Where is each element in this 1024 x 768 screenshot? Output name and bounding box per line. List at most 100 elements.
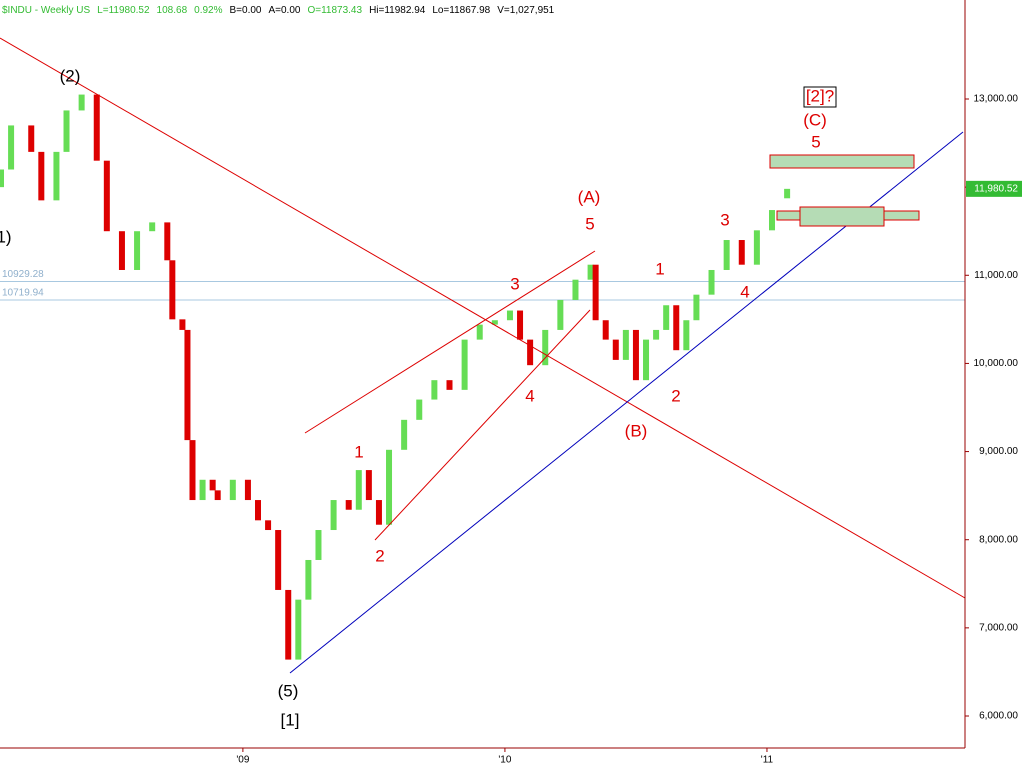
candle: [708, 269, 715, 295]
candle: [653, 329, 660, 340]
candle: [93, 94, 100, 161]
last-price-label: 11,980.52: [974, 183, 1018, 194]
candle: [446, 380, 453, 390]
candle: [401, 419, 408, 450]
wave-label: 2: [671, 386, 680, 405]
candle: [315, 530, 322, 560]
candle: [63, 110, 70, 152]
candle: [355, 470, 362, 510]
wave-label: 1: [655, 259, 664, 278]
y-tick-label: 6,000.00: [979, 711, 1018, 722]
candle: [118, 231, 125, 270]
target-box: [799, 206, 885, 227]
wave-label: 2: [375, 546, 384, 565]
candle: [527, 339, 534, 366]
x-tick-label: '09: [236, 755, 249, 766]
target-box: [769, 154, 915, 169]
candle: [285, 589, 292, 660]
candle: [723, 240, 730, 270]
header-item: V=1,027,951: [497, 5, 554, 16]
y-tick-label: 7,000.00: [979, 622, 1018, 633]
channel-line: [374, 309, 591, 541]
candle: [738, 240, 745, 265]
candle: [255, 500, 262, 521]
header-item: 0.92%: [194, 5, 222, 16]
candle: [214, 490, 221, 501]
candle: [592, 264, 599, 321]
header-item: O=11873.43: [307, 5, 362, 16]
candle: [164, 222, 171, 261]
candle: [365, 470, 372, 501]
candle: [28, 125, 35, 152]
candle: [572, 279, 579, 300]
candle: [663, 305, 670, 330]
x-tick-label: '10: [498, 755, 511, 766]
header-item: Hi=11982.94: [369, 5, 426, 16]
candle: [612, 339, 619, 360]
wave-label: (A): [578, 187, 601, 206]
wave-label: [2]?: [806, 86, 834, 105]
wave-label: (5): [278, 681, 299, 700]
candle: [169, 260, 176, 320]
wave-label: 3: [720, 210, 729, 229]
candle: [517, 310, 524, 340]
candle: [431, 380, 438, 400]
candle: [416, 399, 423, 420]
candle: [184, 329, 191, 441]
candle: [179, 319, 186, 330]
candle: [53, 151, 60, 201]
candle: [693, 294, 700, 321]
candle: [386, 449, 393, 525]
candle: [244, 479, 251, 501]
last-price-box: [966, 180, 1022, 197]
level-label: 10719.94: [2, 288, 44, 299]
candle: [542, 329, 549, 366]
y-tick-label: 13,000.00: [974, 94, 1019, 105]
header-item: $INDU - Weekly US: [2, 5, 90, 16]
candle: [784, 188, 791, 199]
candle: [78, 94, 85, 111]
header-item: A=0.00: [268, 5, 300, 16]
candle: [0, 169, 5, 188]
candle: [199, 479, 206, 501]
level-label: 10929.28: [2, 269, 44, 280]
candle: [491, 320, 498, 325]
header: $INDU - Weekly US L=11980.52 108.68 0.92% B=…: [2, 5, 555, 16]
wave-label: 3: [510, 274, 519, 293]
x-tick-label: '11: [761, 755, 774, 766]
candle: [189, 440, 196, 501]
candle: [602, 320, 609, 340]
label-box: [803, 86, 837, 108]
header-item: L=11980.52: [97, 5, 150, 16]
plot-area: [0, 94, 965, 660]
wave-label: 1: [354, 442, 363, 461]
header-item: Lo=11867.98: [432, 5, 490, 16]
candle: [769, 210, 775, 231]
candle: [330, 500, 337, 531]
candle: [149, 222, 156, 232]
candle: [38, 151, 45, 201]
candle: [209, 479, 216, 491]
candle: [506, 310, 513, 321]
candle: [275, 530, 282, 590]
y-tick-label: 11,000.00: [974, 270, 1018, 281]
candle: [557, 299, 564, 330]
wave-label: 5: [811, 132, 820, 151]
candle: [103, 160, 110, 232]
candle: [683, 320, 690, 351]
channel-line: [304, 250, 596, 434]
candle: [632, 329, 639, 381]
candle: [375, 500, 382, 525]
wave-label: (B): [625, 421, 648, 440]
wave-label: 4: [740, 282, 749, 301]
candle: [622, 329, 629, 360]
candle: [229, 479, 236, 501]
y-tick-label: 8,000.00: [979, 534, 1018, 545]
wave-label: (2): [60, 66, 81, 85]
candle: [461, 339, 468, 390]
wave-label: 1): [0, 227, 12, 246]
candle: [673, 305, 680, 351]
